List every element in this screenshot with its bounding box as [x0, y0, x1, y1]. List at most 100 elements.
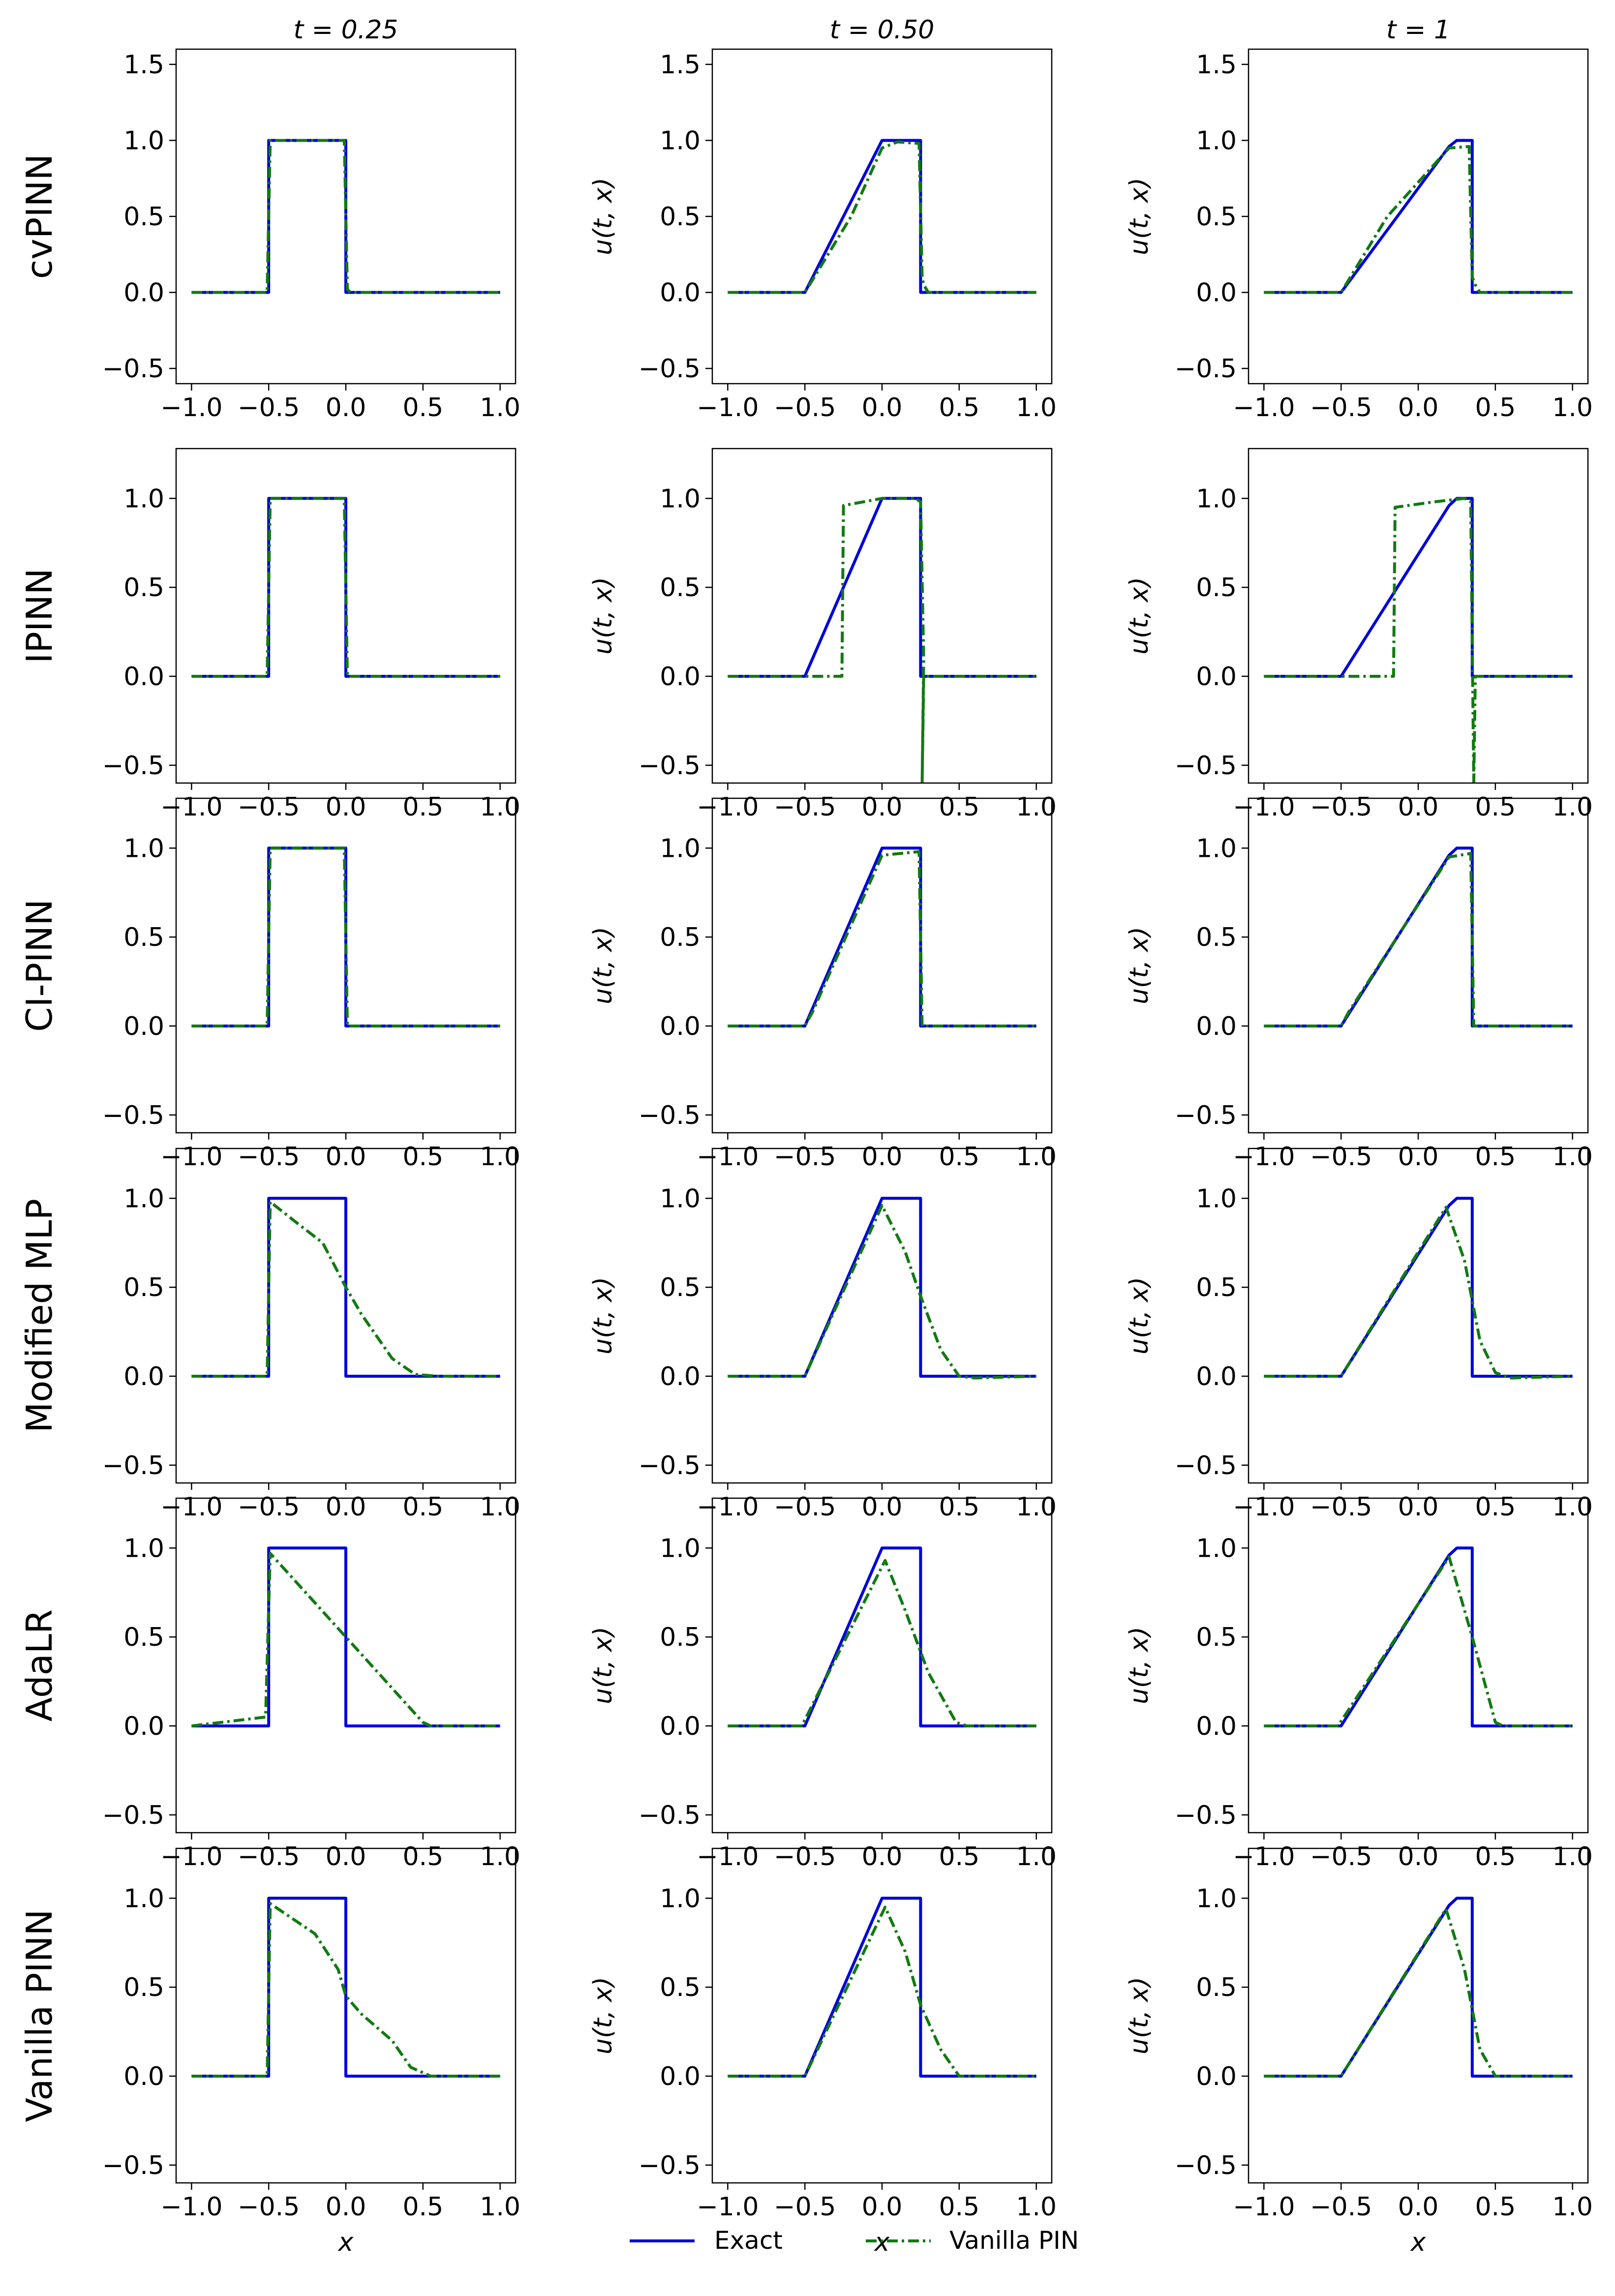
y-tick-label: 0.0 [1196, 1712, 1237, 1741]
y-tick-label: 1.0 [1196, 1884, 1237, 1913]
x-tick-label: 1.0 [1016, 393, 1057, 423]
y-tick-label: 0.5 [660, 1273, 701, 1302]
x-tick-label: −1.0 [160, 1492, 222, 1522]
row-label: CI-PINN [19, 899, 60, 1032]
y-axis-label: u(t, x) [1125, 577, 1154, 655]
x-tick-label: −0.5 [238, 2192, 300, 2222]
x-tick-label: 1.0 [1016, 1142, 1057, 1172]
x-tick-label: 1.0 [480, 2192, 520, 2222]
exact-solution-line [728, 139, 1036, 294]
y-tick-label: 0.5 [660, 1623, 701, 1652]
y-tick-label: 1.0 [123, 834, 164, 863]
y-tick-label: 0.5 [123, 923, 164, 952]
y-tick-label: −0.5 [102, 751, 164, 781]
y-tick-label: 0.5 [1196, 202, 1237, 232]
model-prediction-line [191, 1902, 500, 2078]
model-prediction-line [728, 1905, 1036, 2078]
exact-solution-line [1264, 1897, 1573, 2078]
series-group [191, 139, 500, 294]
y-tick-label: 0.0 [1196, 2062, 1237, 2091]
row-label: Modified MLP [19, 1199, 60, 1433]
x-tick-label: −1.0 [160, 1142, 222, 1172]
x-tick-label: −1.0 [1233, 393, 1295, 423]
subplot-r0-c1: −1.0 −0.5 0.0 0.5 1.0 −0.5 0.0 0.5 1.0 1.5 u(t, x)… [588, 15, 1057, 423]
subplot-r2-c2: −1.0 −0.5 0.0 0.5 1.0 −0.5 0.0 0.5 1.0 u(t, x) [1125, 797, 1593, 1172]
x-tick-label: −0.5 [238, 792, 300, 822]
subplot-r1-c0: −1.0 −0.5 0.0 0.5 1.0 −0.5 0.0 0.5 1.0 [102, 448, 520, 822]
y-tick-label: 0.5 [1196, 1973, 1237, 2002]
column-title: t = 0.50 [830, 15, 935, 45]
x-tick-label: 1.0 [480, 792, 520, 822]
column-title: t = 0.25 [294, 15, 398, 45]
x-tick-label: −1.0 [1233, 2192, 1295, 2222]
x-tick-label: −0.5 [238, 1492, 300, 1522]
x-tick-label: 0.0 [326, 1142, 366, 1172]
y-tick-label: 0.5 [660, 923, 701, 952]
model-prediction-line [1264, 497, 1573, 783]
y-tick-label: 0.0 [1196, 1362, 1237, 1391]
x-tick-label: 0.5 [1475, 393, 1516, 423]
subplot-r4-c1: −1.0 −0.5 0.0 0.5 1.0 −0.5 0.0 0.5 1.0 u(t, x) [588, 1497, 1057, 1872]
y-tick-label: 1.0 [1196, 1184, 1237, 1213]
y-tick-label: −0.5 [1175, 1451, 1237, 1480]
subplot-r2-c0: −1.0 −0.5 0.0 0.5 1.0 −0.5 0.0 0.5 1.0 [102, 797, 520, 1172]
x-tick-label: 0.0 [1398, 393, 1439, 423]
x-tick-label: −0.5 [774, 2192, 836, 2222]
y-tick-label: 0.0 [123, 2062, 164, 2091]
y-tick-label: 0.5 [123, 1623, 164, 1652]
x-tick-label: −1.0 [1233, 792, 1295, 822]
y-tick-label: −0.5 [102, 1451, 164, 1480]
x-tick-label: 0.0 [1398, 1142, 1439, 1172]
x-tick-label: −0.5 [774, 1492, 836, 1522]
x-tick-label: 0.5 [939, 792, 979, 822]
y-tick-label: 0.0 [123, 278, 164, 308]
x-tick-label: −0.5 [774, 1142, 836, 1172]
subplot-r3-c1: −1.0 −0.5 0.0 0.5 1.0 −0.5 0.0 0.5 1.0 u(t, x) [588, 1148, 1057, 1522]
x-tick-label: −0.5 [774, 792, 836, 822]
y-tick-label: 1.0 [660, 126, 701, 155]
series-group [728, 1197, 1036, 1380]
y-tick-label: 0.0 [123, 1012, 164, 1041]
x-tick-label: −1.0 [160, 393, 222, 423]
x-tick-label: 0.0 [326, 2192, 366, 2222]
x-tick-label: −0.5 [1310, 1842, 1372, 1872]
x-tick-label: 0.0 [326, 1842, 366, 1872]
exact-solution-line [728, 497, 1036, 678]
series-group [1264, 1546, 1573, 1727]
x-tick-label: −1.0 [1233, 1492, 1295, 1522]
y-tick-label: 1.5 [123, 50, 164, 80]
series-group [728, 139, 1036, 294]
y-tick-label: −0.5 [1175, 1101, 1237, 1130]
axes-frame [1248, 1148, 1589, 1484]
y-tick-label: 1.0 [660, 1884, 701, 1913]
series-group [1264, 139, 1573, 294]
x-tick-label: −1.0 [697, 792, 759, 822]
y-tick-label: 1.0 [123, 1534, 164, 1563]
x-tick-label: −0.5 [238, 1142, 300, 1172]
x-tick-label: 0.0 [1398, 2192, 1439, 2222]
y-tick-label: 0.5 [660, 202, 701, 232]
x-tick-label: 0.0 [1398, 792, 1439, 822]
model-prediction-line [728, 497, 1036, 783]
subplot-r3-c0: −1.0 −0.5 0.0 0.5 1.0 −0.5 0.0 0.5 1.0 [102, 1148, 520, 1522]
y-tick-label: −0.5 [102, 1801, 164, 1830]
x-tick-label: 0.5 [402, 393, 443, 423]
y-tick-label: 0.5 [660, 573, 701, 603]
x-tick-label: 0.0 [862, 792, 903, 822]
y-tick-label: 0.5 [1196, 1623, 1237, 1652]
x-tick-label: 1.0 [1552, 393, 1593, 423]
x-tick-label: −1.0 [1233, 1842, 1295, 1872]
y-tick-label: −0.5 [1175, 751, 1237, 781]
y-tick-label: −0.5 [639, 354, 701, 384]
y-tick-label: 1.0 [1196, 834, 1237, 863]
x-tick-label: 0.5 [939, 1492, 979, 1522]
x-tick-label: 0.0 [862, 1492, 903, 1522]
series-group [728, 1897, 1036, 2078]
y-tick-label: −0.5 [102, 2151, 164, 2180]
y-tick-label: 1.5 [1196, 50, 1237, 80]
y-tick-label: 0.0 [660, 1712, 701, 1741]
exact-solution-line [1264, 1197, 1573, 1378]
series-group [191, 497, 500, 678]
y-tick-label: 0.0 [660, 2062, 701, 2091]
series-group [191, 1897, 500, 2078]
